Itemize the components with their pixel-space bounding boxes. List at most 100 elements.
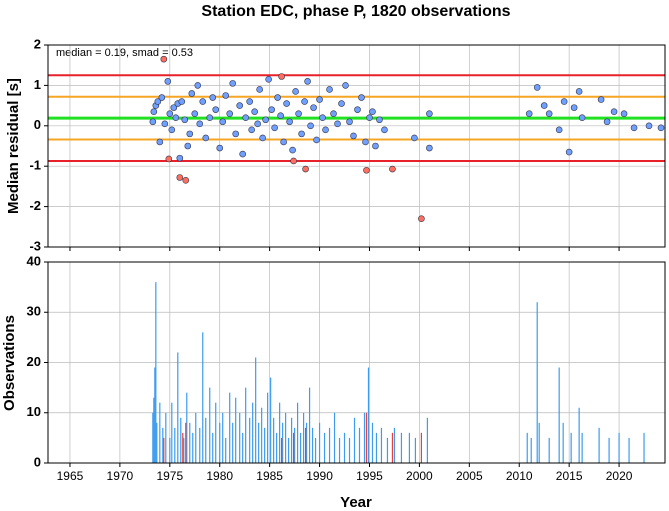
bar: [570, 432, 572, 463]
bar: [276, 432, 278, 463]
bar: [386, 437, 389, 463]
y-tick-label: 20: [27, 354, 41, 369]
chart-title: Station EDC, phase P, 1820 observations: [201, 3, 510, 20]
point: [199, 98, 207, 105]
point: [298, 130, 305, 138]
bar: [222, 412, 224, 463]
point: [426, 110, 433, 117]
point: [354, 106, 361, 113]
bar: [530, 437, 532, 463]
x-tick-label: 1990: [306, 469, 333, 483]
bar: [205, 417, 207, 463]
bar: [215, 402, 217, 463]
bar: [299, 432, 302, 463]
point: [411, 134, 418, 142]
bar: [152, 412, 154, 463]
bar: [174, 427, 176, 463]
bar: [282, 422, 284, 463]
bar: [156, 422, 158, 463]
bar: [199, 427, 201, 463]
point: [346, 118, 353, 126]
bar: [264, 427, 266, 463]
point: [181, 116, 189, 124]
bar: [538, 422, 540, 463]
point: [254, 120, 261, 128]
bar: [270, 377, 272, 463]
x-tick-label: 2005: [456, 469, 483, 483]
point: [149, 118, 157, 126]
bar: [414, 437, 417, 463]
bar: [177, 352, 179, 463]
point: [290, 157, 297, 165]
bar: [255, 357, 257, 463]
point: [307, 122, 314, 130]
point: [533, 84, 541, 91]
bar: [365, 412, 368, 463]
x-tick-label: 2000: [406, 469, 433, 483]
bar: [189, 422, 191, 463]
x-tick-label: 1970: [107, 469, 134, 483]
bar: [285, 412, 287, 463]
y-tick-label: 1: [34, 77, 41, 92]
point: [158, 94, 166, 101]
point: [645, 122, 653, 130]
y-axis-label: Median residual [s]: [5, 78, 22, 214]
point: [150, 108, 158, 115]
point: [222, 92, 230, 99]
point: [366, 114, 373, 122]
bar: [291, 417, 293, 463]
bar: [155, 282, 157, 463]
point: [342, 82, 349, 89]
bar: [279, 402, 281, 463]
bar: [338, 437, 341, 463]
point: [362, 138, 369, 146]
bar: [302, 412, 305, 463]
bar: [296, 402, 299, 463]
bar: [219, 422, 221, 463]
point: [295, 110, 302, 117]
point: [229, 80, 237, 87]
point: [630, 124, 638, 132]
bar: [288, 437, 290, 463]
point: [304, 78, 311, 85]
bar: [426, 417, 428, 463]
bar: [314, 437, 317, 463]
point: [271, 124, 278, 132]
bar: [578, 407, 580, 463]
point: [369, 108, 376, 115]
y-tick-label: -2: [29, 198, 41, 213]
bar: [304, 427, 307, 463]
point: [172, 114, 180, 122]
point: [313, 136, 320, 144]
point: [262, 116, 269, 124]
point: [156, 138, 164, 146]
bar: [267, 392, 269, 463]
point: [316, 96, 323, 103]
plot-frame: [47, 261, 666, 464]
bar: [363, 412, 366, 463]
bar: [393, 427, 396, 463]
point: [239, 150, 246, 158]
point: [209, 94, 217, 101]
point: [292, 88, 299, 95]
y-tick-label: 30: [27, 304, 41, 319]
point: [176, 154, 184, 162]
bar: [281, 437, 283, 463]
y-tick-label: 0: [34, 117, 41, 132]
y-axis-label: Observations: [1, 315, 18, 411]
y-tick-label: -3: [29, 238, 41, 253]
point: [154, 98, 162, 105]
bar: [318, 422, 321, 463]
bar: [608, 437, 610, 463]
bar: [235, 397, 237, 463]
bar: [239, 412, 241, 463]
point: [194, 82, 202, 89]
point: [330, 110, 337, 117]
bar: [343, 432, 346, 463]
point: [545, 110, 553, 117]
point: [302, 165, 309, 173]
bar: [258, 422, 260, 463]
point: [265, 76, 272, 83]
bar: [348, 437, 351, 463]
point: [350, 132, 357, 140]
